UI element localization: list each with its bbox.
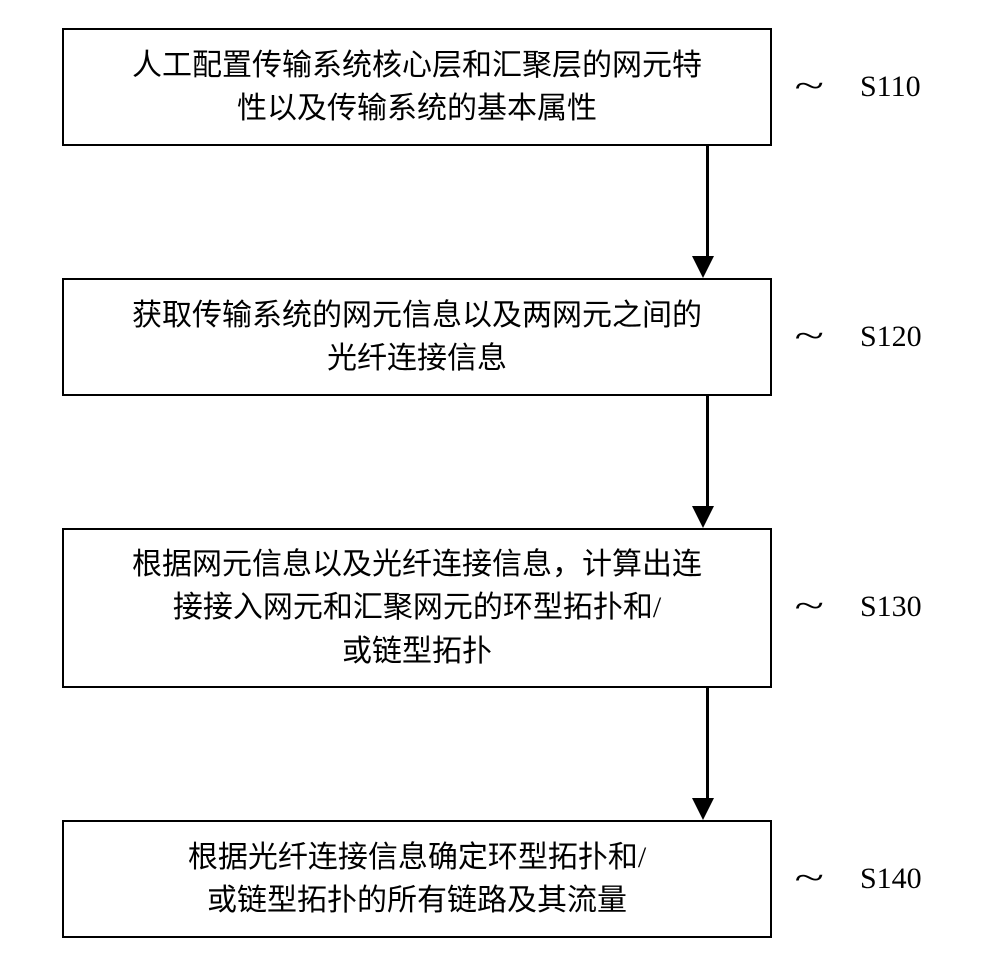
flow-node-s140: 根据光纤连接信息确定环型拓扑和/ 或链型拓扑的所有链路及其流量 xyxy=(62,820,772,938)
step-label-s130: S130 xyxy=(860,590,922,624)
step-label-s140: S140 xyxy=(860,862,922,896)
arrow-head-icon xyxy=(692,256,714,278)
arrow-shaft xyxy=(706,396,709,506)
flow-node-text: 根据网元信息以及光纤连接信息，计算出连 接接入网元和汇聚网元的环型拓扑和/ 或链… xyxy=(132,543,702,674)
flow-node-s130: 根据网元信息以及光纤连接信息，计算出连 接接入网元和汇聚网元的环型拓扑和/ 或链… xyxy=(62,528,772,688)
flow-node-s110: 人工配置传输系统核心层和汇聚层的网元特 性以及传输系统的基本属性 xyxy=(62,28,772,146)
flow-node-text: 根据光纤连接信息确定环型拓扑和/ 或链型拓扑的所有链路及其流量 xyxy=(188,836,646,923)
arrow-head-icon xyxy=(692,506,714,528)
flow-node-text: 人工配置传输系统核心层和汇聚层的网元特 性以及传输系统的基本属性 xyxy=(132,44,702,131)
flowchart-canvas: 人工配置传输系统核心层和汇聚层的网元特 性以及传输系统的基本属性 ~ S110 … xyxy=(0,0,1000,969)
connector-tilde: ~ xyxy=(794,318,823,356)
arrow-shaft xyxy=(706,688,709,798)
step-label-s120: S120 xyxy=(860,320,922,354)
connector-tilde: ~ xyxy=(794,68,823,106)
connector-tilde: ~ xyxy=(794,588,823,626)
flow-node-s120: 获取传输系统的网元信息以及两网元之间的 光纤连接信息 xyxy=(62,278,772,396)
arrow-shaft xyxy=(706,146,709,256)
arrow-head-icon xyxy=(692,798,714,820)
step-label-s110: S110 xyxy=(860,70,921,104)
flow-node-text: 获取传输系统的网元信息以及两网元之间的 光纤连接信息 xyxy=(132,294,702,381)
connector-tilde: ~ xyxy=(794,860,823,898)
